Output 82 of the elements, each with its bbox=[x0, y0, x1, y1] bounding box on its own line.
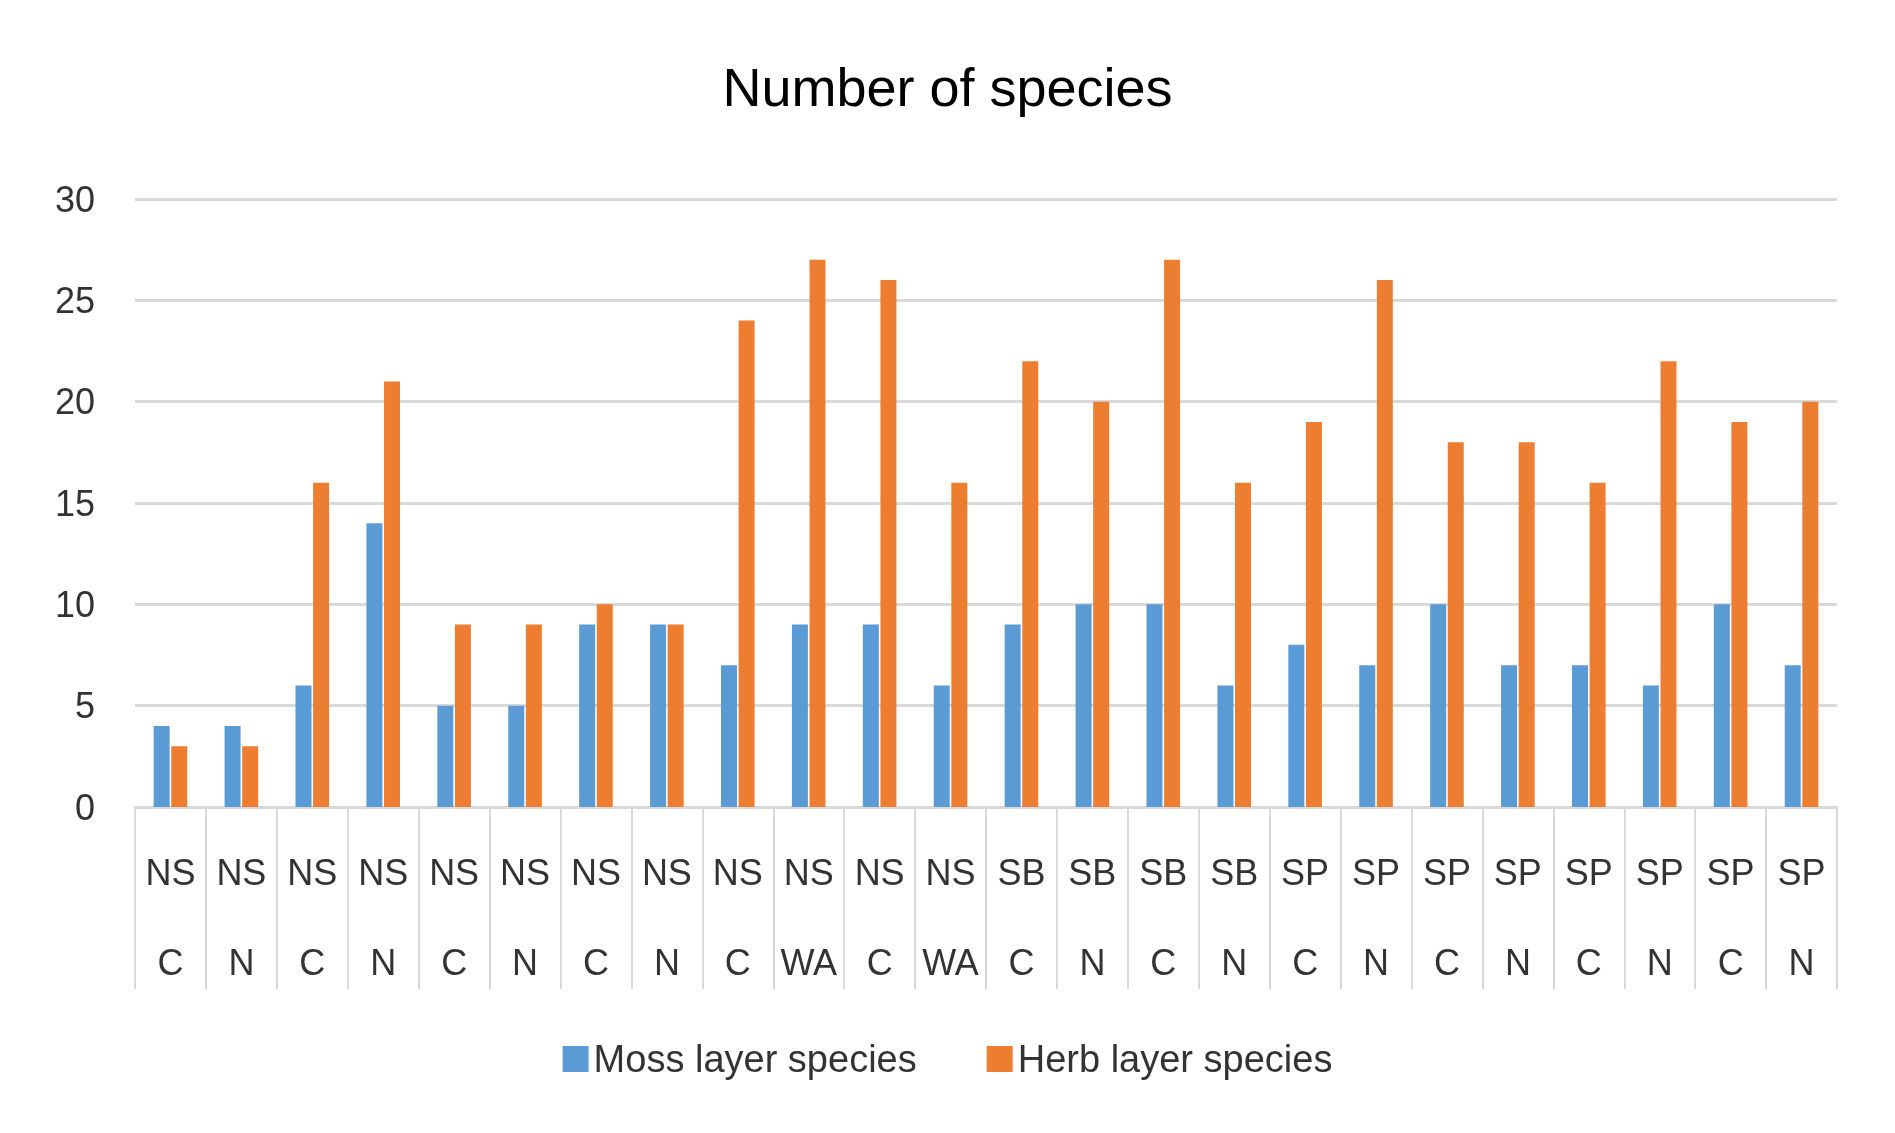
category-label: SB C bbox=[1139, 851, 1188, 983]
bar bbox=[720, 665, 737, 807]
bar bbox=[525, 624, 542, 807]
y-tick-label: 10 bbox=[54, 583, 95, 625]
category-label: NS N bbox=[216, 851, 267, 983]
bar bbox=[1146, 604, 1163, 807]
category-label: SP N bbox=[1777, 851, 1826, 983]
category-label: SP C bbox=[1706, 851, 1755, 983]
bar bbox=[1359, 665, 1376, 807]
bar bbox=[1784, 665, 1801, 807]
category-label: SB N bbox=[1068, 851, 1117, 983]
bar bbox=[1731, 421, 1748, 807]
category-label: NS WA bbox=[780, 851, 838, 983]
bar bbox=[224, 725, 241, 807]
bar bbox=[1660, 361, 1677, 807]
bar bbox=[596, 604, 613, 807]
category-label: SP N bbox=[1635, 851, 1684, 983]
bar bbox=[295, 685, 312, 807]
bar bbox=[1164, 259, 1181, 807]
bar bbox=[933, 685, 950, 807]
bar bbox=[862, 624, 879, 807]
bar bbox=[1501, 665, 1518, 807]
category-label: SP N bbox=[1352, 851, 1401, 983]
bar bbox=[1518, 442, 1535, 807]
bar bbox=[1305, 421, 1322, 807]
bar bbox=[153, 725, 170, 807]
bar bbox=[1713, 604, 1730, 807]
category-label: NS N bbox=[500, 851, 551, 983]
bar bbox=[791, 624, 808, 807]
bar bbox=[1430, 604, 1447, 807]
bar bbox=[1235, 482, 1252, 807]
category-label: NS C bbox=[429, 851, 480, 983]
bar bbox=[454, 624, 471, 807]
category-label: NS N bbox=[358, 851, 409, 983]
category-label: SP C bbox=[1422, 851, 1471, 983]
y-tick-label: 15 bbox=[54, 482, 95, 524]
bar bbox=[1022, 361, 1039, 807]
bar bbox=[1288, 644, 1305, 807]
category-label: NS C bbox=[712, 851, 763, 983]
category-label: NS C bbox=[854, 851, 905, 983]
category-label: NS WA bbox=[922, 851, 979, 983]
legend-label: Herb layer species bbox=[1017, 1038, 1333, 1080]
bar bbox=[437, 705, 454, 807]
bar bbox=[951, 482, 968, 807]
y-tick-label: 30 bbox=[54, 178, 95, 220]
bar bbox=[1571, 665, 1588, 807]
bar bbox=[1093, 401, 1110, 807]
bar bbox=[880, 280, 897, 807]
y-tick-label: 25 bbox=[54, 279, 95, 321]
y-tick-label: 0 bbox=[74, 786, 95, 828]
category-label: SB N bbox=[1210, 851, 1259, 983]
bar bbox=[1802, 401, 1819, 807]
bar bbox=[667, 624, 684, 807]
category-label: NS C bbox=[145, 851, 196, 983]
category-label: SP C bbox=[1281, 851, 1330, 983]
category-label: SP N bbox=[1493, 851, 1542, 983]
bar bbox=[1589, 482, 1606, 807]
bar bbox=[650, 624, 667, 807]
bar bbox=[1447, 442, 1464, 807]
bar bbox=[1217, 685, 1234, 807]
bar bbox=[242, 746, 259, 807]
bar bbox=[384, 381, 401, 807]
category-label: SB C bbox=[997, 851, 1046, 983]
bar bbox=[1642, 685, 1659, 807]
bar bbox=[171, 746, 188, 807]
bar bbox=[1376, 280, 1393, 807]
legend-label: Moss layer species bbox=[593, 1038, 917, 1080]
category-label: NS C bbox=[287, 851, 338, 983]
bar bbox=[809, 259, 826, 807]
y-tick-label: 5 bbox=[74, 685, 95, 727]
y-tick-label: 20 bbox=[54, 381, 95, 423]
bar bbox=[313, 482, 330, 807]
category-label: NS C bbox=[570, 851, 621, 983]
category-label: NS N bbox=[641, 851, 692, 983]
bar bbox=[738, 320, 755, 807]
category-label: SP C bbox=[1564, 851, 1613, 983]
bar bbox=[1075, 604, 1092, 807]
bar bbox=[508, 705, 525, 807]
bar bbox=[1004, 624, 1021, 807]
chart-title: Number of species bbox=[722, 57, 1173, 117]
bar bbox=[579, 624, 596, 807]
bar bbox=[366, 523, 383, 807]
